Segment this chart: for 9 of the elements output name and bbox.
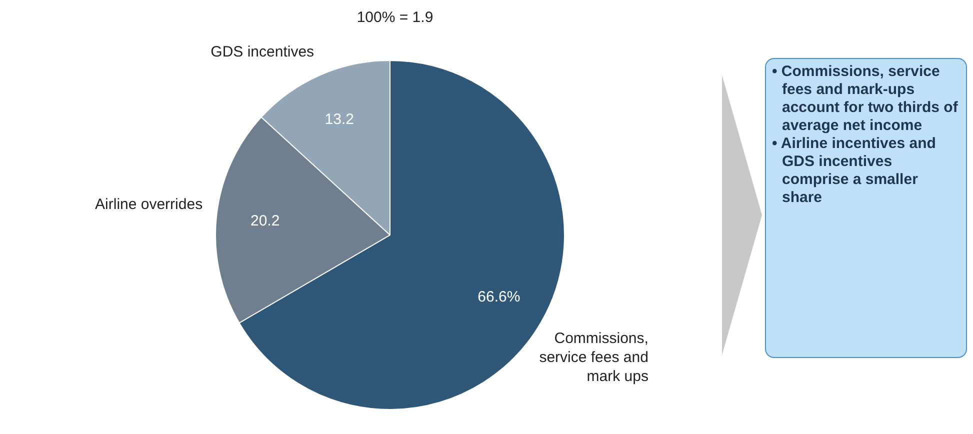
slice-label: GDS incentives [210, 44, 314, 61]
text: • Commissions, service fees and mark-ups account for two thirds of average net income [772, 63, 959, 135]
data-label: 13.2 [324, 111, 354, 128]
slice-label: Commissions, service fees and mark ups [539, 330, 648, 386]
data-label: 20.2 [250, 212, 280, 230]
slice-label: Airline overrides [95, 196, 203, 214]
chart-title: 100% = 1.9 [356, 9, 434, 26]
data-label: 66.6% [478, 288, 520, 306]
text: • Airline incentives and GDS incentives comprise a smaller share [772, 135, 937, 207]
